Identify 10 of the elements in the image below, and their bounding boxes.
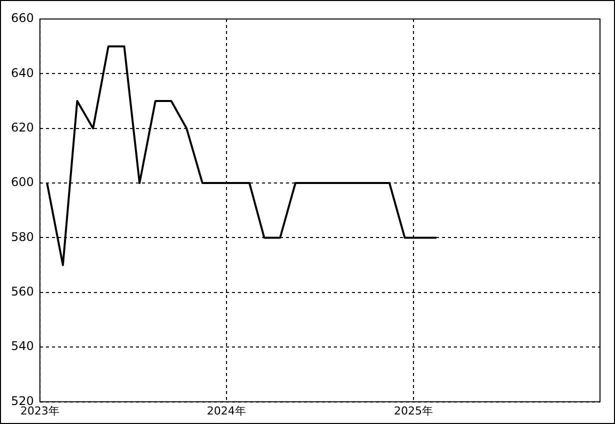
y-tick-label: 580 xyxy=(11,230,34,244)
x-tick-label: 2024年 xyxy=(206,404,246,418)
x-tick-label: 2025年 xyxy=(394,404,433,418)
y-tick-label: 620 xyxy=(11,120,34,134)
y-tick-label: 560 xyxy=(11,284,34,299)
y-tick-label: 640 xyxy=(11,66,34,80)
y-tick-label: 600 xyxy=(11,175,34,190)
x-tick-label: 2023年 xyxy=(20,404,60,418)
y-tick-label: 540 xyxy=(11,339,34,354)
y-tick-label: 660 xyxy=(11,11,34,26)
